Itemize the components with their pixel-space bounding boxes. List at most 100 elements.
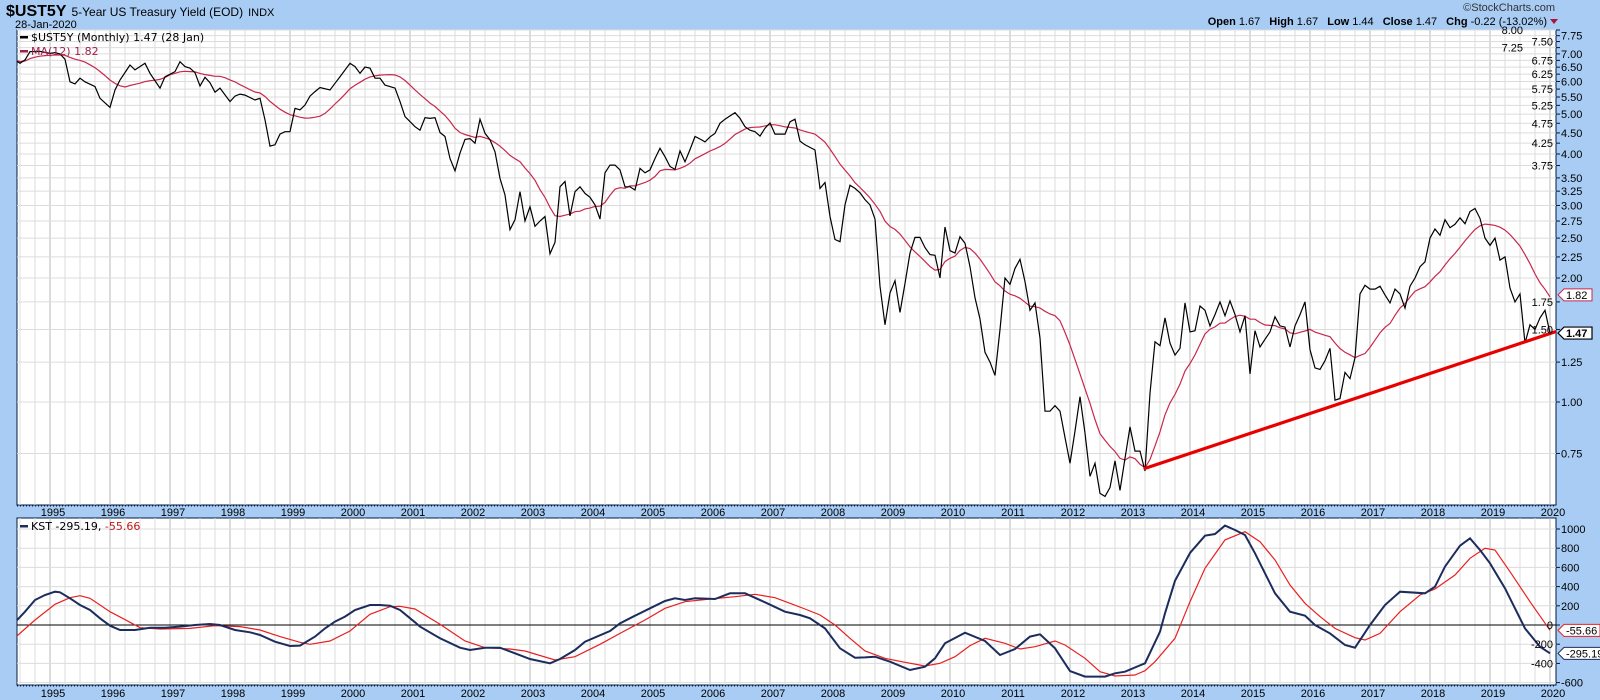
y-tick-label: 4.50 — [1561, 128, 1582, 140]
x-tick-label: 1998 — [221, 507, 245, 519]
x-tick-label: 2009 — [881, 688, 905, 700]
x-tick-label: 2016 — [1301, 688, 1325, 700]
x-tick-label: 2009 — [881, 507, 905, 519]
price-value-tag: 1.47 — [1557, 326, 1593, 340]
y-tick-label: 6.50 — [1561, 62, 1582, 74]
y-tick-label: 1.50 — [1532, 324, 1553, 336]
trendline — [1143, 330, 1556, 470]
x-tick-label: 1996 — [101, 507, 125, 519]
x-tick-label: 2017 — [1361, 507, 1385, 519]
date-axis-bottom: 1995 1996 1997 1998 1999 2000 2001 2002 2003 2004… — [17, 685, 1565, 700]
x-tick-label: 2001 — [401, 507, 425, 519]
y-tick-label: 3.00 — [1561, 200, 1582, 212]
kst-grid — [17, 518, 1556, 685]
x-tick-label: 2011 — [1001, 507, 1025, 519]
y-tick-label: 7.75 — [1561, 31, 1582, 43]
x-tick-label: 2015 — [1241, 688, 1265, 700]
y-tick-label: 1000 — [1561, 524, 1585, 536]
exchange: INDX — [248, 7, 275, 19]
x-tick-label: 2003 — [521, 688, 545, 700]
close-value: 1.47 — [1416, 16, 1437, 28]
kst-y-axis: -600 -400 -200 0 200 400 600 800 1000 — [1531, 524, 1586, 690]
x-tick-label: 1999 — [281, 507, 305, 519]
chg-label: Chg — [1446, 16, 1467, 28]
x-tick-label: 2006 — [701, 507, 725, 519]
x-tick-label: 2014 — [1181, 688, 1205, 700]
open-value: 1.67 — [1239, 16, 1260, 28]
x-tick-label: 2003 — [521, 507, 545, 519]
y-tick-label: 2.00 — [1561, 273, 1582, 285]
chart-title: $UST5Y 5-Year US Treasury Yield (EOD) INDX — [6, 3, 275, 20]
x-tick-label: 2020 — [1541, 688, 1565, 700]
x-tick-label: 1997 — [161, 507, 185, 519]
signal-tag-text: -55.66 — [1566, 625, 1597, 637]
x-tick-label: 2004 — [581, 507, 605, 519]
y-tick-label: -600 — [1561, 678, 1583, 690]
low-value: 1.44 — [1352, 16, 1373, 28]
signal-legend-value: -55.66 — [105, 520, 140, 533]
x-tick-label: 2019 — [1481, 688, 1505, 700]
y-tick-label: 3.25 — [1561, 186, 1582, 198]
x-tick-label: 1996 — [101, 688, 125, 700]
x-tick-label: 2019 — [1481, 507, 1505, 519]
chart-header: $UST5Y 5-Year US Treasury Yield (EOD) INDX… — [6, 2, 1558, 31]
x-tick-label: 2011 — [1001, 688, 1025, 700]
x-tick-label: 1999 — [281, 688, 305, 700]
price-panel — [16, 29, 1557, 506]
down-arrow-icon — [1550, 19, 1558, 24]
ma-legend-swatch — [20, 50, 28, 53]
x-tick-label: 2005 — [641, 688, 665, 700]
close-label: Close — [1383, 16, 1413, 28]
x-tick-label: 2012 — [1061, 507, 1085, 519]
y-tick-label: 5.00 — [1561, 109, 1582, 121]
x-tick-label: 2014 — [1181, 507, 1205, 519]
x-tick-label: 2002 — [461, 688, 485, 700]
y-tick-label: 7.00 — [1561, 49, 1582, 61]
y-tick-label: 6.00 — [1561, 76, 1582, 88]
y-tick-label: 3.50 — [1561, 173, 1582, 185]
y-tick-label: 1.00 — [1561, 397, 1582, 409]
price-legend-swatch — [20, 36, 28, 39]
price-grid — [17, 29, 1556, 505]
x-tick-label: 2020 — [1541, 507, 1565, 519]
kst-line — [17, 524, 1551, 678]
x-tick-label: 2000 — [341, 507, 365, 519]
kst-value-tag: -295.19 — [1557, 646, 1600, 660]
y-tick-label: 200 — [1561, 601, 1579, 613]
x-tick-label: 2006 — [701, 688, 725, 700]
kst-legend-label: KST — [31, 520, 52, 533]
price-tag-text: 1.47 — [1566, 328, 1587, 340]
y-tick-label: 5.50 — [1561, 92, 1582, 104]
kst-legend: KST -295.19, -55.66 — [20, 520, 140, 533]
y-tick-label: 2.75 — [1561, 216, 1582, 228]
y-tick-label: 0 — [1547, 620, 1553, 632]
ma-tag-text: 1.82 — [1566, 290, 1587, 302]
y-tick-label: 8.00 — [1502, 25, 1523, 37]
price-legend: $UST5Y (Monthly) 1.47 (28 Jan) MA(12) 1.… — [20, 31, 204, 58]
y-tick-label: 5.25 — [1532, 100, 1553, 112]
x-tick-label: 2018 — [1421, 507, 1445, 519]
x-tick-label: 2001 — [401, 688, 425, 700]
y-tick-label: 2.25 — [1561, 252, 1582, 264]
open-label: Open — [1208, 16, 1236, 28]
y-tick-label: 400 — [1561, 582, 1579, 594]
x-tick-label: 2005 — [641, 507, 665, 519]
ma-value-tag: 1.82 — [1557, 288, 1593, 302]
x-tick-label: 2007 — [761, 688, 785, 700]
x-tick-label: 2015 — [1241, 507, 1265, 519]
symbol: $UST5Y — [6, 3, 67, 20]
date-axis-middle: 1995 1996 1997 1998 1999 2000 2001 2002 2003 2004… — [17, 505, 1565, 519]
price-legend-label: $UST5Y (Monthly) 1.47 (28 Jan) — [31, 31, 204, 44]
x-tick-label: 2008 — [821, 688, 845, 700]
y-tick-label: 3.75 — [1532, 161, 1553, 173]
x-tick-label: 1997 — [161, 688, 185, 700]
x-tick-label: 1995 — [41, 688, 65, 700]
y-tick-label: 5.75 — [1532, 84, 1553, 96]
y-tick-label: -200 — [1531, 639, 1553, 651]
high-value: 1.67 — [1297, 16, 1318, 28]
high-label: High — [1269, 16, 1294, 28]
y-tick-label: 6.25 — [1532, 69, 1553, 81]
x-tick-label: 2013 — [1121, 688, 1145, 700]
chart-date: 28-Jan-2020 — [15, 19, 77, 31]
x-tick-label: 1998 — [221, 688, 245, 700]
